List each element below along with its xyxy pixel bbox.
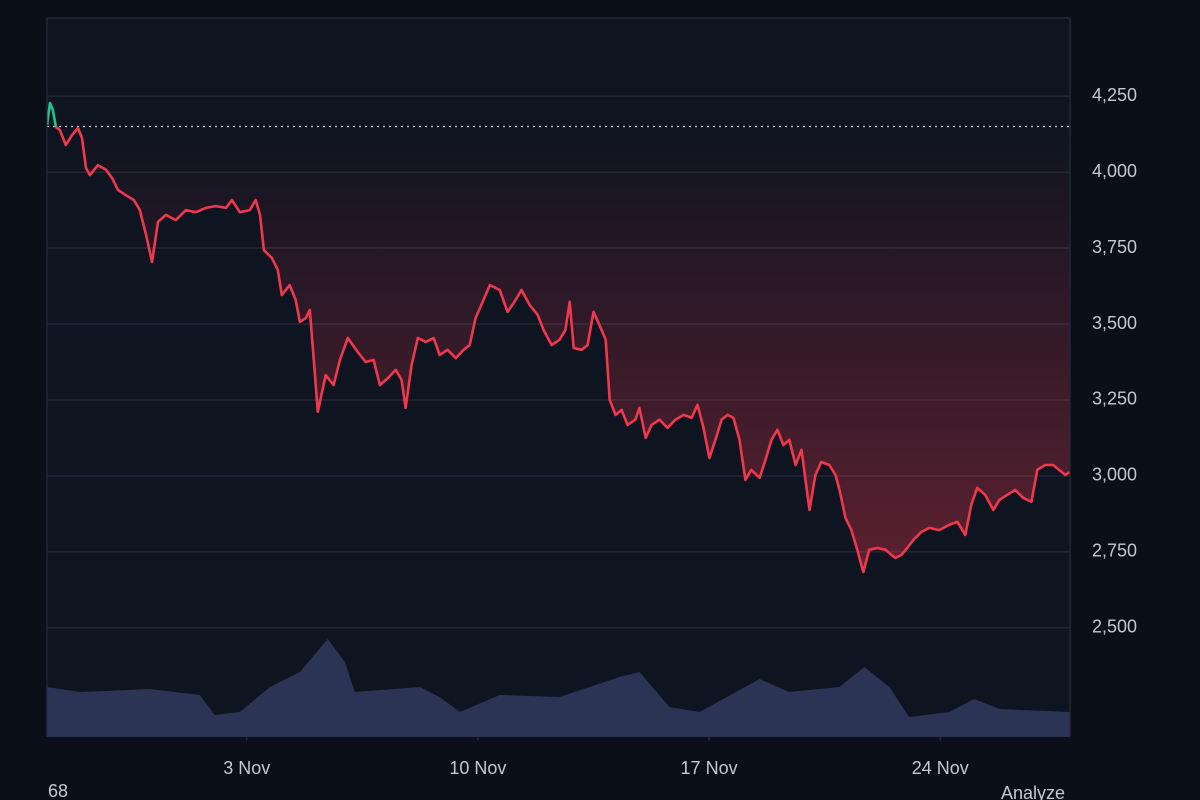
y-tick-label: 2,750 — [1092, 541, 1137, 561]
y-tick-label: 4,000 — [1092, 161, 1137, 181]
y-tick-label: 3,250 — [1092, 389, 1137, 409]
y-tick-label: 3,750 — [1092, 237, 1137, 257]
y-tick-label: 3,000 — [1092, 465, 1137, 485]
x-tick-label: 10 Nov — [449, 758, 506, 778]
footer-right: Analyze — [1001, 783, 1065, 800]
x-tick-label: 24 Nov — [912, 758, 969, 778]
footer-left: 68 — [48, 781, 68, 800]
y-tick-label: 3,500 — [1092, 313, 1137, 333]
x-tick-label: 17 Nov — [681, 758, 738, 778]
x-tick-label: 3 Nov — [223, 758, 270, 778]
price-line-down — [54, 126, 1070, 574]
volume-area — [47, 639, 1070, 737]
y-tick-label: 4,250 — [1092, 85, 1137, 105]
y-tick-label: 2,500 — [1092, 617, 1137, 637]
area-fill — [55, 126, 1070, 572]
